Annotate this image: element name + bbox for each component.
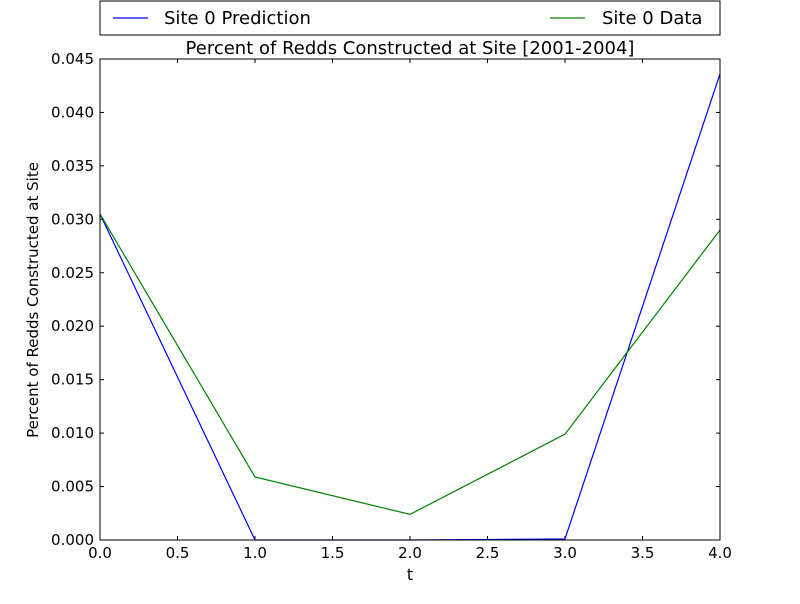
y-tick-label: 0.010 xyxy=(51,424,94,442)
plot-frame xyxy=(99,58,721,541)
series-line-site-0-prediction xyxy=(99,73,721,541)
legend-label-prediction: Site 0 Prediction xyxy=(164,8,311,29)
x-tick-label: 0.0 xyxy=(88,544,112,562)
series-group xyxy=(99,73,721,541)
y-tick-label: 0.035 xyxy=(51,157,94,175)
y-tick-label: 0.045 xyxy=(51,50,94,68)
x-tick-label: 3.0 xyxy=(553,544,577,562)
legend-box xyxy=(99,0,721,36)
legend: Site 0 Prediction Site 0 Data xyxy=(99,0,721,36)
x-tick-label: 1.5 xyxy=(321,544,345,562)
y-tick-label: 0.025 xyxy=(51,264,94,282)
series-line-site-0-data xyxy=(99,213,721,515)
x-tick-label: 0.5 xyxy=(166,544,190,562)
y-tick-label: 0.020 xyxy=(51,317,94,335)
x-tick-label: 4.0 xyxy=(708,544,732,562)
x-tick-label: 3.5 xyxy=(631,544,655,562)
chart-title: Percent of Redds Constructed at Site [20… xyxy=(186,38,635,59)
x-tick-label: 2.5 xyxy=(476,544,500,562)
y-tick-label: 0.005 xyxy=(51,478,94,496)
y-tick-label: 0.030 xyxy=(51,210,94,228)
legend-label-data: Site 0 Data xyxy=(602,8,702,29)
y-tick-label: 0.040 xyxy=(51,103,94,121)
x-tick-label: 2.0 xyxy=(398,544,422,562)
y-axis-label: Percent of Redds Constructed at Site xyxy=(24,162,42,438)
y-tick-label: 0.015 xyxy=(51,371,94,389)
x-axis-ticks: 0.0 0.5 1.0 1.5 2.0 2.5 3.0 3.5 4.0 xyxy=(88,59,732,562)
x-axis-label: t xyxy=(407,565,413,584)
x-tick-label: 1.0 xyxy=(243,544,267,562)
y-axis-ticks: 0.000 0.005 0.010 0.015 0.020 0.025 0.030 0.035… xyxy=(51,50,720,549)
y-tick-label: 0.000 xyxy=(51,531,94,549)
